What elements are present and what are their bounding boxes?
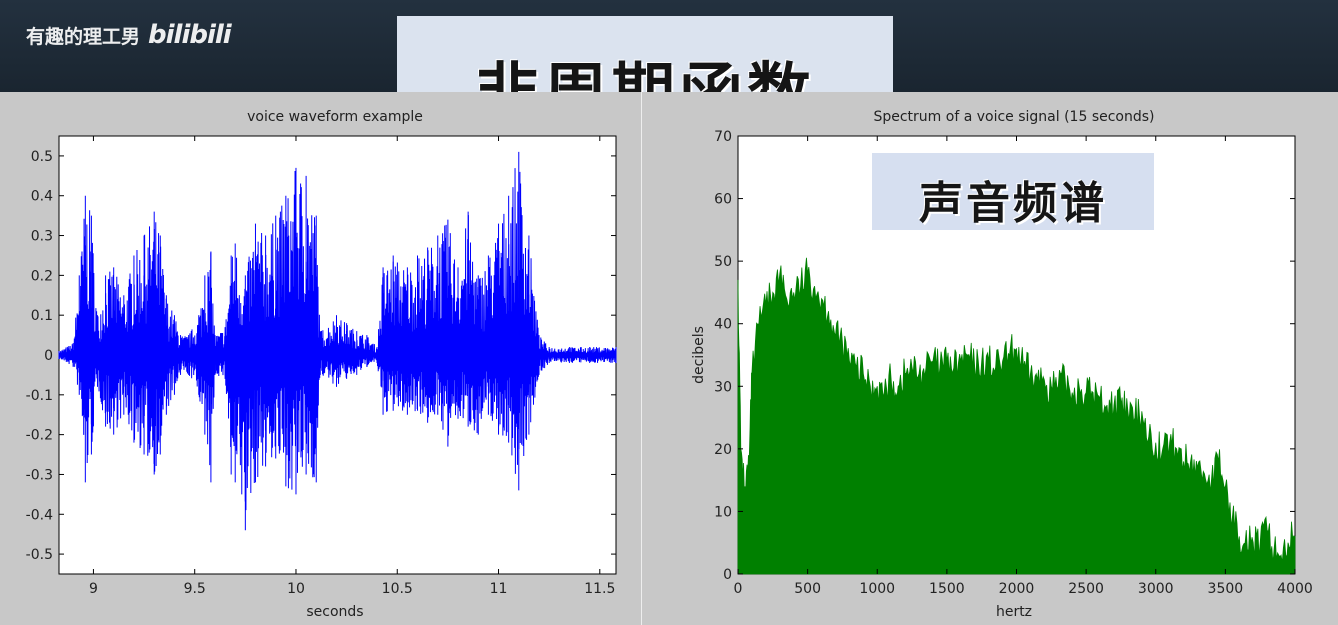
spectrum-y-axis-label: decibels (691, 326, 707, 384)
waveform-x-tick-label: 11.5 (584, 581, 615, 597)
spectrum-x-tick-label: 1000 (859, 581, 895, 597)
spectrum-y-tick-label: 50 (714, 254, 732, 270)
spectrum-chart-title: Spectrum of a voice signal (15 seconds) (873, 109, 1154, 125)
spectrum-caption-box: 声音频谱 (872, 153, 1154, 230)
waveform-y-tick-label: 0.5 (31, 149, 53, 165)
spectrum-y-tick-label: 40 (714, 317, 732, 333)
waveform-chart: voice waveform example 9 9.5 10 10.5 11 11.5 0… (26, 109, 617, 620)
waveform-x-tick-label: 9 (89, 581, 98, 597)
spectrum-x-tick-label: 500 (794, 581, 821, 597)
spectrum-area (737, 257, 1296, 575)
watermark-author: 有趣的理工男 (26, 25, 141, 48)
spectrum-y-tick-label: 60 (714, 192, 732, 208)
waveform-y-tick-label: 0.4 (31, 189, 53, 205)
spectrum-x-tick-label: 2500 (1068, 581, 1104, 597)
waveform-y-tick-label: 0 (44, 348, 53, 364)
waveform-y-tick-label: -0.5 (26, 547, 53, 563)
spectrum-x-tick-label: 0 (734, 581, 743, 597)
watermark: 有趣的理工男 bilibili (26, 18, 232, 52)
waveform-x-tick-label: 10 (287, 581, 305, 597)
waveform-chart-title: voice waveform example (247, 109, 423, 125)
waveform-y-tick-label: 0.1 (31, 308, 53, 324)
waveform-y-tick-label: -0.1 (26, 388, 53, 404)
spectrum-x-tick-label: 3500 (1208, 581, 1244, 597)
spectrum-y-tick-label: 20 (714, 442, 732, 458)
spectrum-y-tick-label: 0 (723, 567, 732, 583)
waveform-y-tick-label: 0.3 (31, 229, 53, 245)
spectrum-y-tick-label: 30 (714, 379, 732, 395)
waveform-panel: voice waveform example 9 9.5 10 10.5 11 11.5 0… (0, 92, 641, 625)
slide-title: 非周期函数 (475, 57, 815, 96)
spectrum-x-tick-label: 4000 (1277, 581, 1313, 597)
spectrum-x-tick-label: 3000 (1138, 581, 1174, 597)
waveform-series-line (58, 168, 617, 511)
spectrum-x-tick-label: 2000 (999, 581, 1035, 597)
waveform-x-axis-label: seconds (306, 604, 363, 620)
spectrum-y-tick-label: 10 (714, 504, 732, 520)
waveform-y-tick-label: -0.2 (26, 428, 53, 444)
waveform-y-tick-label: -0.4 (26, 507, 53, 523)
waveform-x-tick-label: 9.5 (184, 581, 206, 597)
spectrum-y-tick-label: 70 (714, 129, 732, 145)
spectrum-caption: 声音频谱 (919, 178, 1107, 229)
bilibili-logo: bilibili (148, 20, 232, 50)
panel-divider (641, 92, 642, 625)
spectrum-x-axis-label: hertz (996, 604, 1032, 620)
slide-title-box: 非周期函数 (397, 16, 893, 96)
waveform-x-tick-label: 11 (490, 581, 508, 597)
waveform-y-tick-label: -0.3 (26, 467, 53, 483)
waveform-x-tick-label: 10.5 (382, 581, 413, 597)
waveform-y-tick-label: 0.2 (31, 268, 53, 284)
spectrum-x-tick-label: 1500 (929, 581, 965, 597)
